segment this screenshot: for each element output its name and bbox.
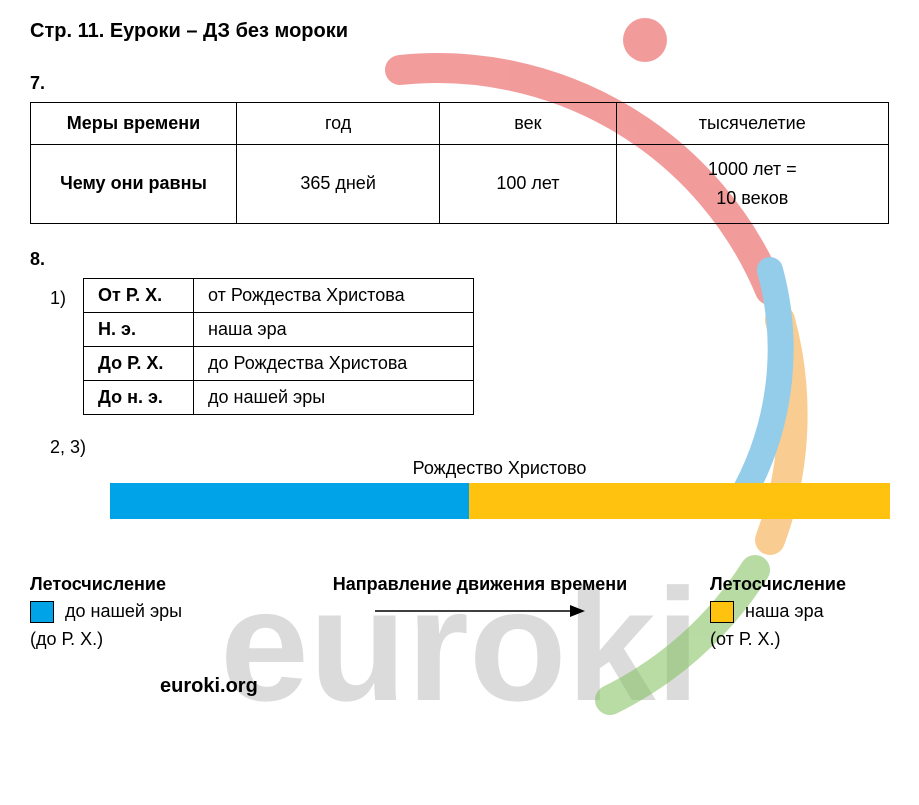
legend-right: Летосчисление наша эра (от Р. Х.) bbox=[710, 574, 890, 650]
page-title: Стр. 11. Еуроки – ДЗ без мороки bbox=[30, 20, 889, 43]
legend-left-sub: (до Р. Х.) bbox=[30, 629, 250, 650]
q8-sub1-num: 1) bbox=[50, 288, 66, 309]
t8-r1c0: Н. э. bbox=[84, 312, 194, 346]
q7-h2: век bbox=[440, 103, 616, 145]
t8-r1c1: наша эра bbox=[194, 312, 474, 346]
t8-r3c0: До н. э. bbox=[84, 380, 194, 414]
arrow-icon bbox=[370, 601, 590, 621]
legend-right-sub: (от Р. Х.) bbox=[710, 629, 890, 650]
legend-left-head: Летосчисление bbox=[30, 574, 250, 595]
timeline-bar bbox=[110, 483, 890, 519]
q7-rowlabel: Чему они равны bbox=[31, 145, 237, 224]
t8-r0c0: От Р. Х. bbox=[84, 278, 194, 312]
timeline-after bbox=[469, 483, 890, 519]
q7-h0: Меры времени bbox=[31, 103, 237, 145]
t8-r0c1: от Рождества Христова bbox=[194, 278, 474, 312]
legend-right-head: Летосчисление bbox=[710, 574, 890, 595]
legend-center: Направление движения времени bbox=[305, 574, 655, 621]
legend-center-head: Направление движения времени bbox=[305, 574, 655, 595]
q7-h3: тысячелетие bbox=[616, 103, 888, 145]
q8-sub23-num: 2, 3) bbox=[50, 437, 86, 458]
q7-c1: 100 лет bbox=[440, 145, 616, 224]
q7-number: 7. bbox=[30, 73, 889, 94]
timeline-label: Рождество Христово bbox=[110, 458, 889, 479]
legend: Летосчисление до нашей эры (до Р. Х.) На… bbox=[30, 574, 890, 650]
q7-table: Меры времени год век тысячелетие Чему он… bbox=[30, 102, 889, 224]
timeline-before bbox=[110, 483, 469, 519]
q7-h1: год bbox=[236, 103, 439, 145]
legend-right-text: наша эра bbox=[745, 601, 824, 621]
footer-url: euroki.org bbox=[160, 675, 889, 698]
t8-r2c0: До Р. Х. bbox=[84, 346, 194, 380]
legend-left-swatch bbox=[30, 601, 54, 623]
q8-table: От Р. Х.от Рождества Христова Н. э.наша … bbox=[83, 278, 474, 415]
t8-r2c1: до Рождества Христова bbox=[194, 346, 474, 380]
q7-c2: 1000 лет = 10 веков bbox=[616, 145, 888, 224]
legend-left: Летосчисление до нашей эры (до Р. Х.) bbox=[30, 574, 250, 650]
legend-right-swatch bbox=[710, 601, 734, 623]
q8-number: 8. bbox=[30, 249, 889, 270]
legend-left-text: до нашей эры bbox=[65, 601, 182, 621]
t8-r3c1: до нашей эры bbox=[194, 380, 474, 414]
q7-c0: 365 дней bbox=[236, 145, 439, 224]
